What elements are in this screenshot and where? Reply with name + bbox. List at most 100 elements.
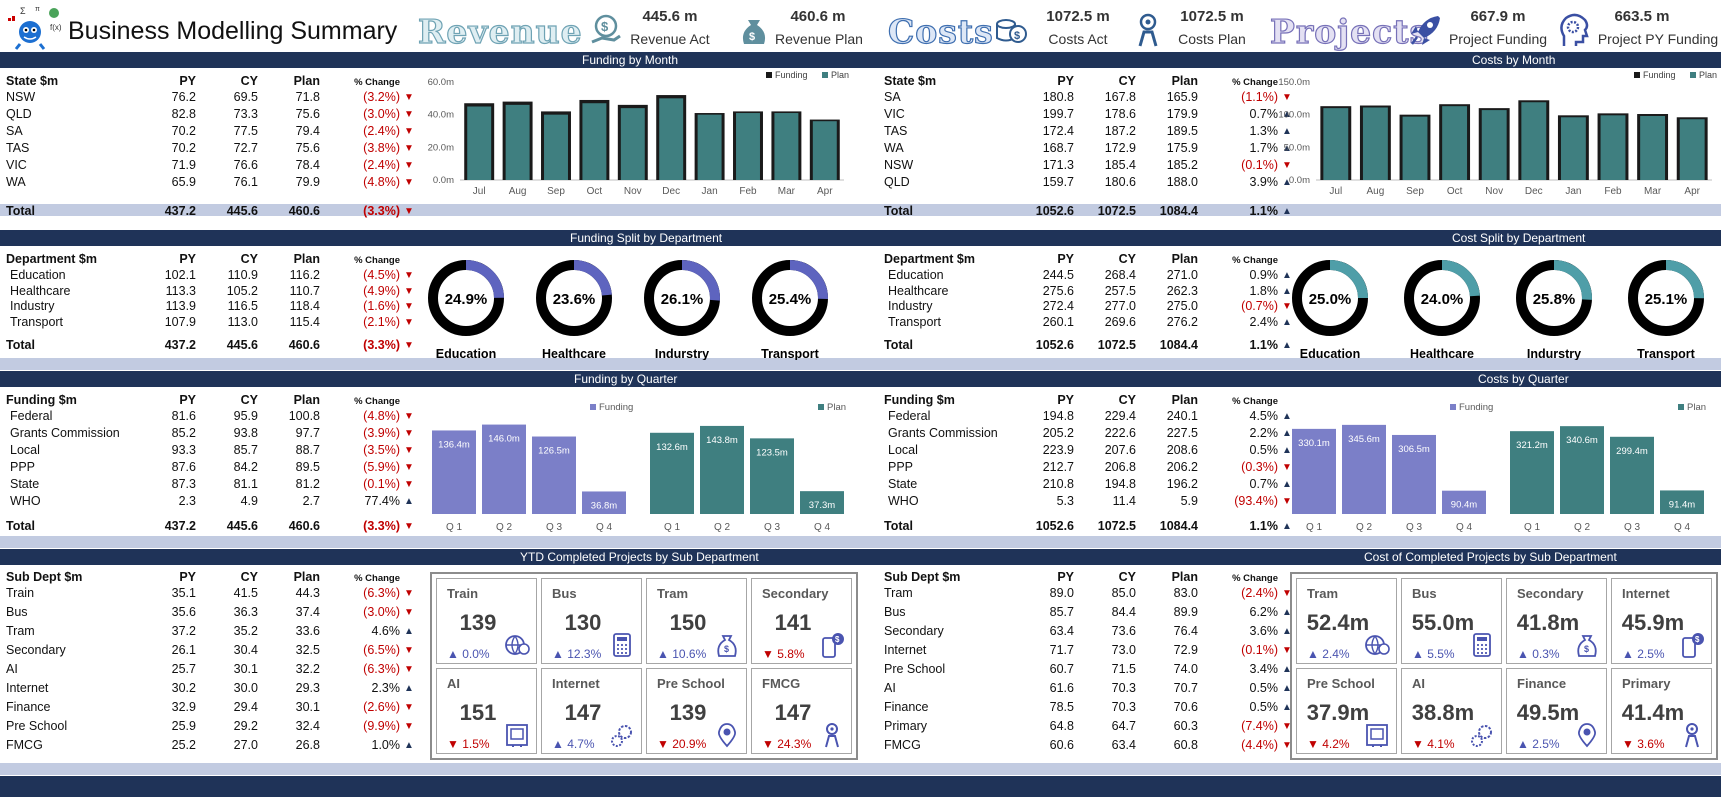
row-label: TAS bbox=[884, 124, 908, 138]
x-tick-label: Dec bbox=[662, 186, 680, 197]
project-tile: AI 38.8m ▼ 4.1% bbox=[1401, 668, 1502, 754]
down-arrow-icon: ▼ bbox=[404, 607, 414, 618]
project-tile: Secondary 141 ▼ 5.8% $ bbox=[751, 578, 852, 664]
quarter-bar bbox=[582, 491, 626, 514]
x-tick-label: Oct bbox=[1447, 186, 1463, 197]
up-arrow-icon: ▲ bbox=[404, 626, 414, 637]
cell-chg: (2.4%) bbox=[363, 158, 400, 172]
cell-plan: 32.2 bbox=[295, 662, 320, 676]
tile-title: Pre School bbox=[1307, 676, 1375, 691]
cell-plan: 78.4 bbox=[295, 158, 320, 172]
x-tick-label: Q 1 bbox=[1306, 522, 1323, 533]
cell-plan: 275.0 bbox=[1166, 299, 1198, 313]
cell-cy: 110.9 bbox=[227, 268, 258, 282]
cell-chg: (3.3%) bbox=[363, 204, 400, 218]
costs-dept-table: Department $m PY CY Plan % Change Education 24… bbox=[884, 252, 1294, 362]
x-tick-label: Q 3 bbox=[1624, 522, 1641, 533]
cell-cy: 4.9 bbox=[240, 494, 258, 508]
quarter-bar-label: 321.2m bbox=[1516, 440, 1548, 451]
safe-icon bbox=[1366, 724, 1388, 747]
tile-change: ▲ 4.7% bbox=[552, 737, 595, 751]
cell-chg: 1.7% bbox=[1249, 141, 1279, 155]
revenue-wordmark: Revenue bbox=[417, 11, 583, 51]
cell-cy: 445.6 bbox=[226, 338, 258, 352]
column-header: CY bbox=[240, 393, 258, 407]
cell-chg: (1.1%) bbox=[1241, 90, 1278, 104]
cell-cy: 229.4 bbox=[1104, 409, 1136, 423]
down-arrow-icon: ▼ bbox=[447, 737, 463, 751]
tile-title: Primary bbox=[1622, 676, 1671, 691]
cell-cy: 185.4 bbox=[1104, 158, 1136, 172]
up-arrow-icon: ▲ bbox=[404, 496, 414, 507]
tile-title: AI bbox=[447, 676, 460, 691]
quarter-bar bbox=[1560, 426, 1604, 514]
up-arrow-icon: ▲ bbox=[404, 683, 414, 694]
cell-py: 93.3 bbox=[171, 443, 196, 457]
legend-plan-swatch bbox=[1690, 72, 1696, 78]
cell-chg: (3.0%) bbox=[363, 107, 400, 121]
costs-subdept-table: Sub Dept $m PY CY Plan % Change Tram 89.0 85.0 8… bbox=[884, 570, 1294, 760]
row-label: TAS bbox=[6, 141, 30, 155]
down-arrow-icon: ▼ bbox=[1282, 160, 1292, 171]
cell-py: 1052.6 bbox=[1035, 204, 1074, 218]
tile-value: 150 bbox=[669, 610, 707, 635]
phone-dollar-icon: $ bbox=[822, 633, 844, 658]
project-tile: Primary 41.4m ▼ 3.6% bbox=[1611, 668, 1712, 754]
cell-cy: 73.0 bbox=[1111, 643, 1136, 657]
cell-py: 85.2 bbox=[171, 426, 196, 440]
column-header: % Change bbox=[1232, 255, 1278, 266]
cell-chg: 2.2% bbox=[1249, 426, 1279, 440]
cell-plan: 97.7 bbox=[295, 426, 320, 440]
project-tile: FMCG 147 ▼ 24.3% bbox=[751, 668, 852, 754]
x-tick-label: Feb bbox=[739, 186, 757, 197]
column-header: PY bbox=[1057, 252, 1074, 266]
cell-cy: 72.7 bbox=[233, 141, 258, 155]
cell-cy: 35.2 bbox=[233, 624, 258, 638]
down-arrow-icon: ▼ bbox=[404, 301, 414, 312]
donut-segment bbox=[1330, 260, 1368, 298]
cell-py: 63.4 bbox=[1049, 624, 1074, 638]
cell-cy: 105.2 bbox=[226, 283, 258, 298]
tile-title: FMCG bbox=[762, 676, 801, 691]
quarter-bar bbox=[532, 436, 576, 514]
cell-cy: 76.1 bbox=[233, 175, 258, 189]
down-arrow-icon: ▼ bbox=[404, 521, 414, 532]
tile-change-value: 0.0% bbox=[462, 647, 490, 661]
column-header: PY bbox=[1057, 393, 1074, 407]
tile-value: 141 bbox=[774, 610, 812, 635]
legend-plan-label: Plan bbox=[831, 70, 849, 80]
cell-py: 60.7 bbox=[1049, 662, 1074, 676]
separator-4 bbox=[0, 763, 1721, 775]
row-label: Total bbox=[6, 204, 35, 218]
x-tick-label: Q 4 bbox=[1456, 522, 1473, 533]
up-arrow-icon: ▲ bbox=[1282, 143, 1292, 154]
revenue-act-value: 445.6 m bbox=[642, 8, 698, 25]
cell-plan: 5.9 bbox=[1180, 494, 1198, 508]
tile-change-value: 3.6% bbox=[1637, 737, 1665, 751]
cell-py: 64.8 bbox=[1049, 719, 1074, 733]
cell-py: 76.2 bbox=[171, 90, 196, 104]
cell-chg: 0.7% bbox=[1249, 107, 1279, 121]
cell-plan: 74.0 bbox=[1173, 662, 1198, 676]
x-tick-label: Feb bbox=[1604, 186, 1622, 197]
cell-chg: (2.4%) bbox=[1241, 586, 1278, 600]
tile-title: Secondary bbox=[1517, 586, 1584, 601]
donut-segment bbox=[1554, 260, 1592, 300]
column-header: CY bbox=[240, 252, 258, 266]
up-arrow-icon: ▲ bbox=[1282, 664, 1292, 675]
costs-state-table: State $m PY CY Plan % Change SA 180.8 167.8 165.… bbox=[884, 74, 1294, 218]
down-arrow-icon: ▼ bbox=[1622, 737, 1638, 751]
down-arrow-icon: ▼ bbox=[404, 462, 414, 473]
quarter-bar bbox=[1610, 436, 1654, 514]
funding-split-donuts: 24.9% Education 23.6% Healthcare 26.1% Indurs… bbox=[428, 260, 828, 360]
cell-chg: (7.4%) bbox=[1241, 719, 1278, 733]
cell-cy: 27.0 bbox=[233, 738, 258, 752]
x-tick-label: Mar bbox=[778, 186, 796, 197]
donut-education: 24.9% Education bbox=[428, 260, 504, 360]
down-arrow-icon: ▼ bbox=[404, 109, 414, 120]
cell-py: 171.3 bbox=[1042, 158, 1074, 172]
cell-chg: 1.1% bbox=[1249, 519, 1279, 533]
row-label: Primary bbox=[884, 719, 928, 733]
tile-change-value: 4.7% bbox=[567, 737, 595, 751]
row-label: Education bbox=[888, 268, 944, 282]
